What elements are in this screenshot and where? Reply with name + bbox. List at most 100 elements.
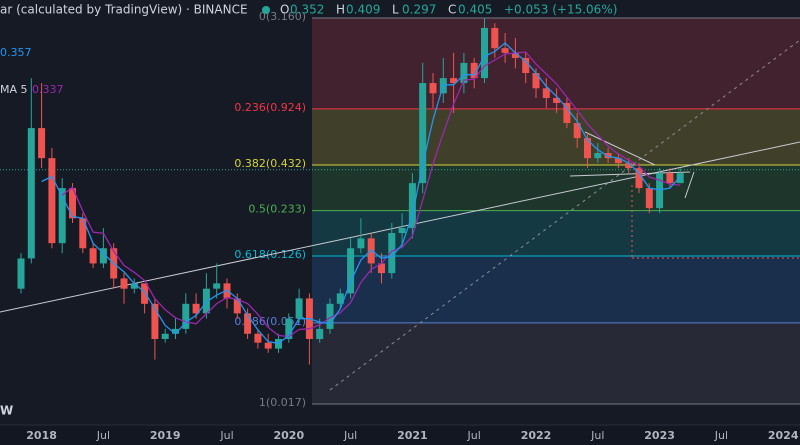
candle-body	[594, 153, 602, 159]
fib-zone	[312, 108, 800, 165]
candle-body	[450, 78, 458, 84]
candle-body	[656, 173, 664, 209]
candles	[17, 17, 684, 365]
fib-label: 0.236(0.924)	[234, 101, 306, 114]
candle-body	[295, 298, 303, 319]
fib-zone	[312, 256, 800, 323]
candle-body	[99, 248, 107, 264]
candle-body	[79, 218, 87, 249]
ohlc-label: L	[392, 3, 399, 17]
ma-line	[41, 42, 681, 345]
candle-body	[182, 303, 190, 329]
fib-label: 0.382(0.432)	[234, 157, 306, 170]
candle-body	[38, 128, 46, 159]
candle-body	[532, 73, 540, 89]
candle-body	[408, 183, 416, 229]
candle-body	[419, 83, 427, 184]
candle-body	[161, 333, 169, 339]
candle-body	[264, 342, 272, 349]
candle-body	[141, 283, 149, 304]
candle-body	[584, 138, 591, 159]
candle-body	[614, 158, 622, 164]
ohlc-value: 0.297	[402, 3, 436, 17]
candle-body	[666, 173, 674, 184]
fib-label: 0.5(0.233)	[248, 203, 306, 216]
candle-body	[635, 168, 643, 189]
fib-label: 1(0.017)	[259, 396, 306, 409]
ohlc-value: 0.409	[346, 3, 380, 17]
x-tick-label: Jul	[343, 429, 357, 442]
candle-body	[89, 248, 97, 264]
candle-body	[645, 188, 653, 209]
ohlc-label: O	[280, 3, 289, 17]
fib-zone	[312, 164, 800, 211]
fib-zone	[312, 210, 800, 257]
candle-body	[522, 57, 530, 74]
x-tick-label: 2018	[26, 429, 57, 442]
x-tick-label: Jul	[590, 429, 604, 442]
candle-body	[378, 263, 385, 274]
candle-body	[604, 153, 612, 159]
candle-body	[58, 188, 66, 244]
x-tick-label: 2021	[397, 429, 428, 442]
candle-body	[254, 333, 262, 343]
candle-body	[563, 102, 571, 124]
fib-zone	[312, 17, 800, 109]
ohlc-value: 0.352	[290, 3, 324, 17]
candle-body	[48, 158, 56, 244]
candle-body	[120, 278, 128, 289]
candle-body	[336, 293, 344, 304]
triangle-line	[584, 131, 656, 166]
candle-body	[573, 123, 581, 139]
candle-body	[151, 303, 159, 339]
candle-body	[192, 303, 200, 314]
candle-body	[553, 97, 561, 103]
candle-body	[130, 283, 138, 289]
candle-body	[491, 27, 499, 49]
ohlc-label: H	[336, 3, 345, 17]
triangle-line	[684, 171, 695, 199]
indicator-value: 0.357	[0, 46, 32, 59]
candle-body	[316, 328, 324, 339]
candle-body	[460, 62, 468, 84]
x-tick-label: Jul	[96, 429, 110, 442]
candle-body	[172, 328, 179, 334]
fib-label: 0(3.160)	[259, 10, 306, 23]
candle-body	[244, 313, 252, 334]
candle-body	[357, 238, 365, 249]
title: ar (calculated by TradingView) · BINANCE	[0, 3, 248, 17]
candle-body	[347, 248, 355, 294]
corner-label: W	[0, 404, 13, 418]
candle-body	[213, 283, 221, 289]
x-tick-label: 2023	[644, 429, 675, 442]
candle-body	[625, 163, 633, 169]
status-dot	[262, 6, 270, 14]
candle-body	[501, 48, 509, 53]
x-tick-label: 2024	[768, 429, 799, 442]
candle-body	[511, 52, 519, 58]
candle-body	[542, 88, 550, 98]
x-axis	[0, 425, 800, 445]
candle-body	[429, 83, 437, 94]
candle-body	[27, 128, 35, 259]
candle-body	[285, 318, 293, 339]
ohlc-label: C	[448, 3, 456, 17]
candle-body	[676, 173, 684, 184]
ohlc-value: 0.405	[458, 3, 492, 17]
fib-zone	[312, 322, 800, 405]
ohlc: O 0.352 H 0.409 L 0.297 C 0.405 +0.053 (+15.06%)	[280, 3, 617, 17]
indicator-name: MA 5	[0, 83, 28, 96]
candle-body	[69, 188, 76, 219]
candle-body	[470, 62, 478, 79]
candle-body	[398, 228, 406, 234]
candle-body	[202, 288, 210, 314]
x-tick-label: Jul	[714, 429, 728, 442]
candle-body	[326, 303, 334, 329]
x-tick-label: Jul	[219, 429, 233, 442]
indicator-value: 0.337	[32, 83, 64, 96]
x-tick-label: 2019	[150, 429, 181, 442]
candle-body	[388, 233, 396, 274]
candle-body	[233, 298, 241, 314]
